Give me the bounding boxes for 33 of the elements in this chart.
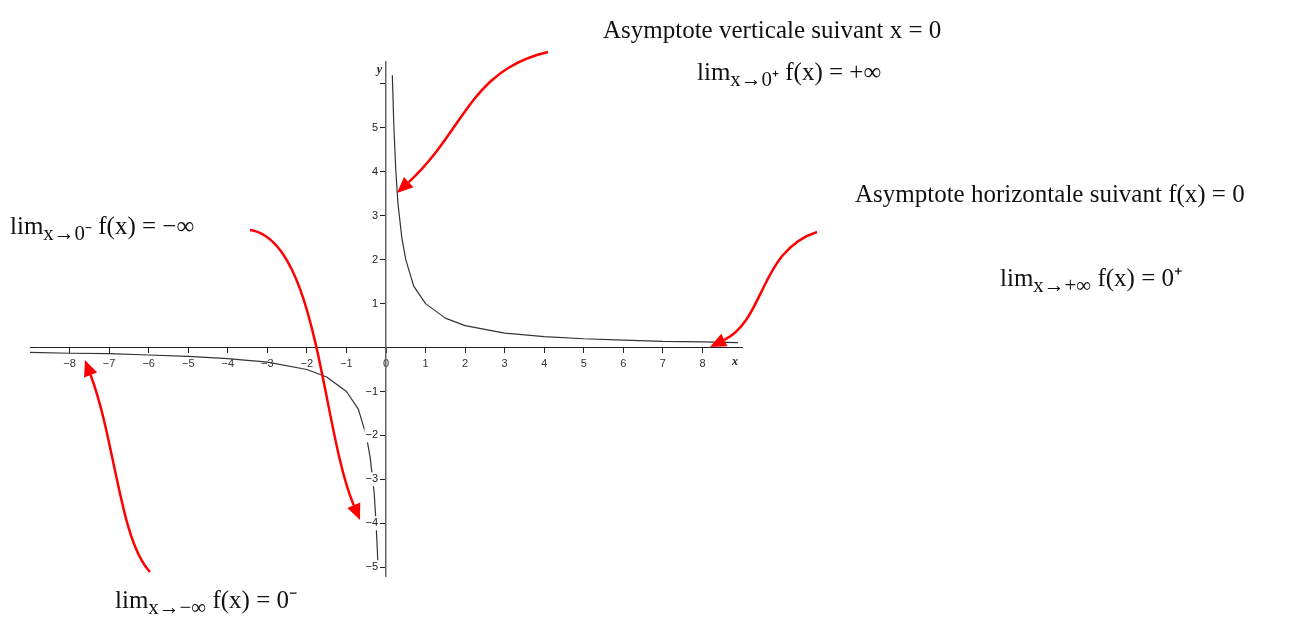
x-tick-label: 6 <box>620 357 627 370</box>
y-axis-title: y <box>374 62 383 77</box>
x-tick-label: 7 <box>659 357 666 370</box>
text: lim$_{x→+∞}$ f(x) = 0⁺ <box>1000 263 1183 299</box>
y-tick-label: −4 <box>365 516 378 529</box>
y-tick-label: −3 <box>365 472 378 485</box>
y-tick-label: −5 <box>365 560 378 573</box>
x-tick-label: 2 <box>462 357 469 370</box>
x-tick-label: −2 <box>300 357 314 370</box>
x-tick-label: −6 <box>142 357 155 370</box>
text: lim$_{x→−∞}$ f(x) = 0⁻ <box>115 585 298 621</box>
y-tick-label: 2 <box>371 252 378 265</box>
annotation: lim$_{x→0⁺}$ f(x) = +∞ <box>697 57 882 93</box>
x-axis-title: x <box>731 353 738 368</box>
y-tick-label: 1 <box>371 296 378 309</box>
x-tick-label: 3 <box>501 357 508 370</box>
x-tick-label: 5 <box>580 357 587 370</box>
x-tick-label: −4 <box>221 357 235 370</box>
x-tick-label: −8 <box>63 357 76 370</box>
text: Asymptote verticale suivant x = 0 <box>603 15 942 45</box>
y-tick-label: 3 <box>371 208 378 221</box>
x-tick-label: 4 <box>541 357 548 370</box>
x-tick-label: −5 <box>181 357 195 370</box>
y-tick-label: −2 <box>365 428 378 441</box>
y-tick-label: −1 <box>365 384 378 397</box>
text: Asymptote horizontale suivant f(x) = 0 <box>855 179 1246 210</box>
y-tick-label: 5 <box>371 120 378 133</box>
x-tick-label: −7 <box>102 357 116 370</box>
x-tick-label: 1 <box>422 357 429 370</box>
x-tick-label: −1 <box>340 357 353 370</box>
annotation: lim$_{x→0⁻}$ f(x) = −∞ <box>10 211 195 247</box>
x-tick-label: 8 <box>699 357 706 370</box>
y-tick-label: 4 <box>371 164 378 177</box>
